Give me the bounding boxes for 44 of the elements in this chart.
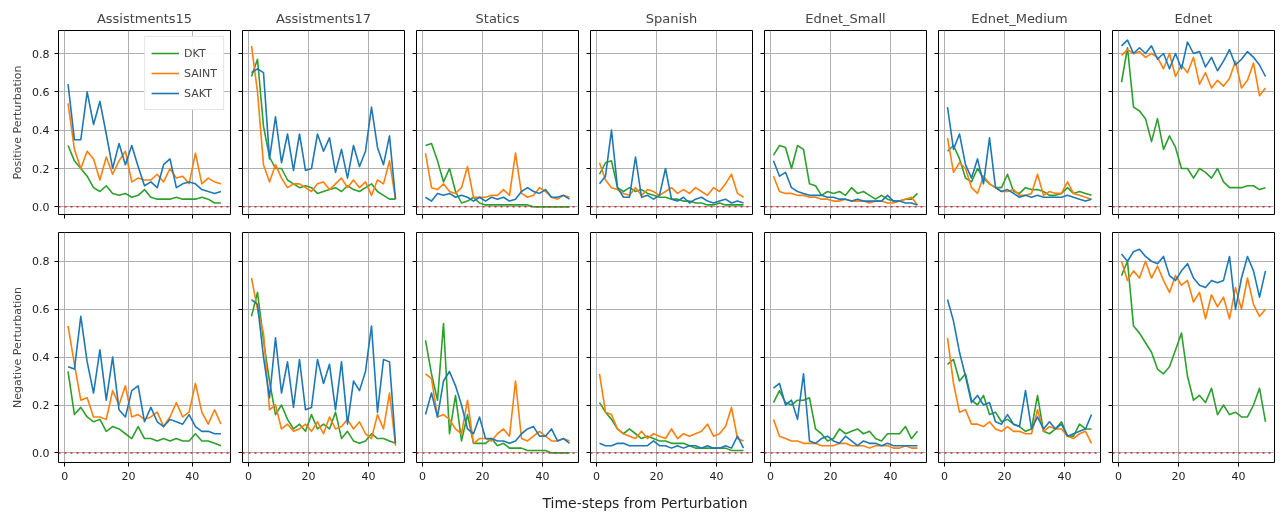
y-axis-title: Positive Perturbation (11, 65, 25, 180)
chart-title: Spanish (645, 10, 698, 26)
x-tick-label: 20 (121, 469, 136, 483)
y-tick-label: 0.8 (32, 47, 50, 61)
y-tick-label: 0.4 (32, 351, 50, 365)
y-tick-label: 0.4 (32, 124, 50, 138)
y-tick-label: 0.6 (32, 85, 50, 99)
x-tick-label: 40 (1231, 469, 1246, 483)
x-tick-label: 20 (823, 469, 838, 483)
y-tick-label: 0.6 (32, 303, 50, 317)
x-tick-label: 0 (61, 469, 69, 483)
y-tick-label: 0.8 (32, 255, 50, 269)
x-tick-label: 0 (245, 469, 252, 483)
x-tick-label: 20 (301, 469, 316, 483)
y-tick-label: 0.0 (32, 200, 50, 214)
x-tick-label: 40 (535, 469, 550, 483)
x-tick-label: 40 (1057, 469, 1072, 483)
legend-label: SAKT (184, 86, 212, 100)
x-tick-label: 0 (767, 469, 774, 483)
x-tick-label: 0 (419, 469, 426, 483)
y-tick-label: 0.0 (32, 446, 50, 460)
y-tick-label: 0.2 (32, 399, 50, 412)
y-tick-label: 0.2 (32, 162, 50, 176)
x-tick-label: 20 (997, 469, 1012, 483)
chart-title: Ednet_Small (805, 10, 886, 26)
chart-title: Ednet_Medium (971, 10, 1068, 26)
x-tick-label: 40 (883, 469, 898, 483)
chart-title: Ednet (1174, 10, 1213, 26)
chart-title: Statics (475, 10, 520, 26)
chart-title: Assistments17 (275, 10, 372, 26)
x-tick-label: 40 (709, 469, 724, 483)
x-tick-label: 20 (475, 469, 490, 483)
y-axis-title: Negative Perturbation (11, 286, 25, 408)
x-tick-label: 0 (593, 469, 600, 483)
x-tick-label: 40 (361, 469, 376, 483)
x-axis-title: Time-steps from Perturbation (542, 494, 748, 513)
legend-label: SAINT (184, 66, 217, 80)
x-tick-label: 40 (185, 469, 200, 483)
x-tick-label: 20 (1171, 469, 1186, 483)
chart-title: Assistments15 (96, 10, 193, 26)
x-tick-label: 0 (1115, 469, 1122, 483)
x-tick-label: 20 (649, 469, 664, 483)
legend-label: DKT (184, 46, 206, 60)
x-tick-label: 0 (941, 469, 948, 483)
